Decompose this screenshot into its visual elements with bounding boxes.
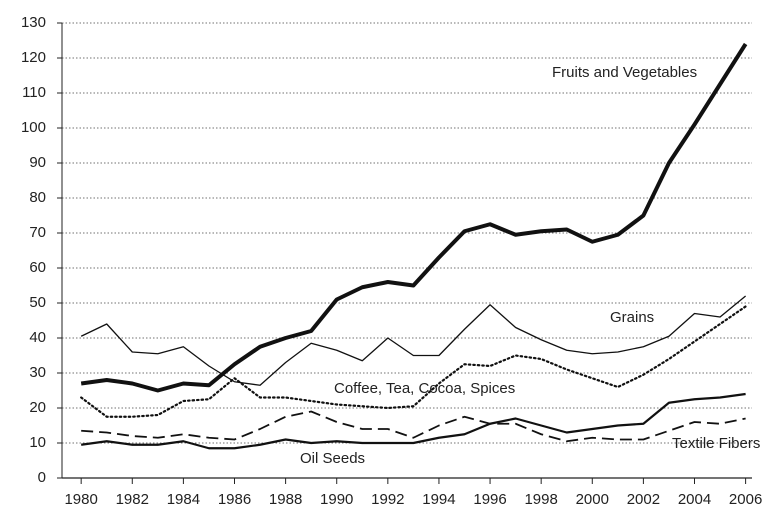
y-tick-label: 130 (21, 14, 46, 31)
y-tick-label: 90 (29, 154, 46, 171)
series-label: Coffee, Tea, Cocoa, Spices (334, 380, 515, 397)
y-tick-label: 20 (29, 399, 46, 416)
y-tick-label: 10 (29, 434, 46, 451)
x-tick-label: 1988 (269, 491, 302, 508)
series-label: Textile Fibers (672, 435, 760, 452)
y-tick-label: 100 (21, 119, 46, 136)
series-line (81, 410, 746, 443)
x-tick-label: 1990 (320, 491, 353, 508)
y-tick-label: 50 (29, 294, 46, 311)
y-tick-label: 60 (29, 259, 46, 276)
y-tick-label: 40 (29, 329, 46, 346)
y-tick-label: 110 (22, 84, 46, 101)
series-line (80, 295, 747, 386)
series-line (81, 392, 746, 450)
x-tick-label: 2004 (678, 491, 711, 508)
x-tick-label: 2006 (729, 491, 762, 508)
y-tick-label: 0 (38, 469, 46, 486)
x-tick-label: 1998 (524, 491, 557, 508)
series-line (80, 42, 748, 393)
series-line (80, 305, 747, 418)
x-tick-label: 1992 (371, 491, 404, 508)
series-label: Fruits and Vegetables (552, 64, 697, 81)
x-tick-label: 1986 (218, 491, 251, 508)
x-tick-label: 1980 (64, 491, 97, 508)
series-label: Grains (610, 309, 654, 326)
y-tick-label: 70 (29, 224, 46, 241)
y-tick-label: 120 (21, 49, 46, 66)
x-tick-label: 1982 (116, 491, 149, 508)
y-tick-label: 30 (29, 364, 46, 381)
x-tick-label: 2002 (627, 491, 660, 508)
x-tick-label: 1984 (167, 491, 200, 508)
x-tick-label: 1994 (422, 491, 455, 508)
series-label: Oil Seeds (300, 450, 365, 467)
x-tick-label: 2000 (576, 491, 609, 508)
y-tick-label: 80 (29, 189, 46, 206)
x-tick-label: 1996 (473, 491, 506, 508)
